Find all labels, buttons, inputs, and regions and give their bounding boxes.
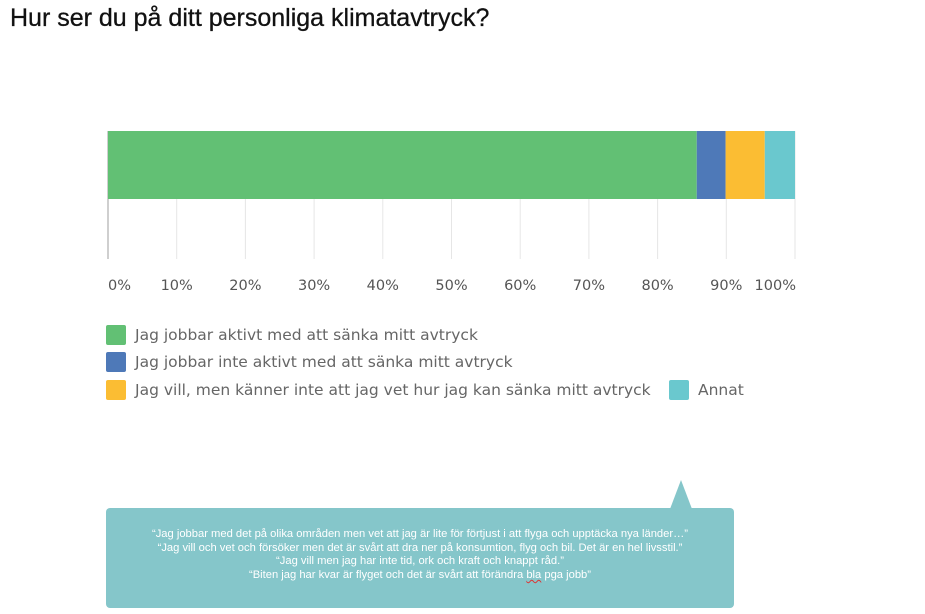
x-tick-label: 10% <box>161 278 193 294</box>
legend-item-active: Jag jobbar aktivt med att sänka mitt avt… <box>106 325 478 345</box>
legend-label: Jag jobbar inte aktivt med att sänka mit… <box>135 353 513 371</box>
quote-3: “Jag vill men jag har inte tid, ork och … <box>276 555 564 568</box>
x-tick-label: 40% <box>367 278 399 294</box>
x-tick-label: 20% <box>229 278 261 294</box>
legend-label: Jag jobbar aktivt med att sänka mitt avt… <box>135 326 478 344</box>
callout-pointer <box>670 480 692 509</box>
x-tick-label: 100% <box>755 278 796 294</box>
quote-2: “Jag vill och vet och försöker men det ä… <box>157 541 683 554</box>
quote-4: “Biten jag har kvar är flyget och det är… <box>106 569 734 583</box>
quote-4-before: “Biten jag har kvar är flyget och det är… <box>248 568 527 581</box>
stacked-bar-chart: 0% 10% 20% 30% 40% 50% 60% 70% 80% 90% 100% <box>107 131 796 294</box>
legend-swatch-teal <box>669 380 689 400</box>
x-tick-label: 0% <box>108 278 131 294</box>
x-tick-label: 30% <box>298 278 330 294</box>
x-tick-label: 50% <box>435 278 467 294</box>
x-tick-label: 70% <box>573 278 605 294</box>
bar-segment-3 <box>725 131 765 199</box>
quote-4-after: pga jobb” <box>541 568 592 581</box>
legend-item-other: Annat <box>669 380 744 400</box>
quote-callout: “Jag jobbar med det på olika områden men… <box>106 508 734 608</box>
legend-swatch-blue <box>106 352 126 372</box>
x-tick-label: 80% <box>641 278 673 294</box>
page-title: Hur ser du på ditt personliga klimatavtr… <box>10 4 490 32</box>
legend-swatch-green <box>106 325 126 345</box>
x-tick-label: 60% <box>504 278 536 294</box>
legend-label: Annat <box>698 381 744 399</box>
legend-item-want-to: Jag vill, men känner inte att jag vet hu… <box>106 380 651 400</box>
quote-4-marked-word: bla <box>526 568 542 581</box>
legend-item-inactive: Jag jobbar inte aktivt med att sänka mit… <box>106 352 513 372</box>
quote-1: “Jag jobbar med det på olika områden men… <box>151 528 689 540</box>
bar-segment-4 <box>764 131 795 199</box>
legend-swatch-yellow <box>106 380 126 400</box>
x-tick-label: 90% <box>710 278 742 294</box>
bar-segment-1 <box>108 131 697 199</box>
legend-label: Jag vill, men känner inte att jag vet hu… <box>135 381 651 399</box>
bar-segment-2 <box>696 131 726 199</box>
